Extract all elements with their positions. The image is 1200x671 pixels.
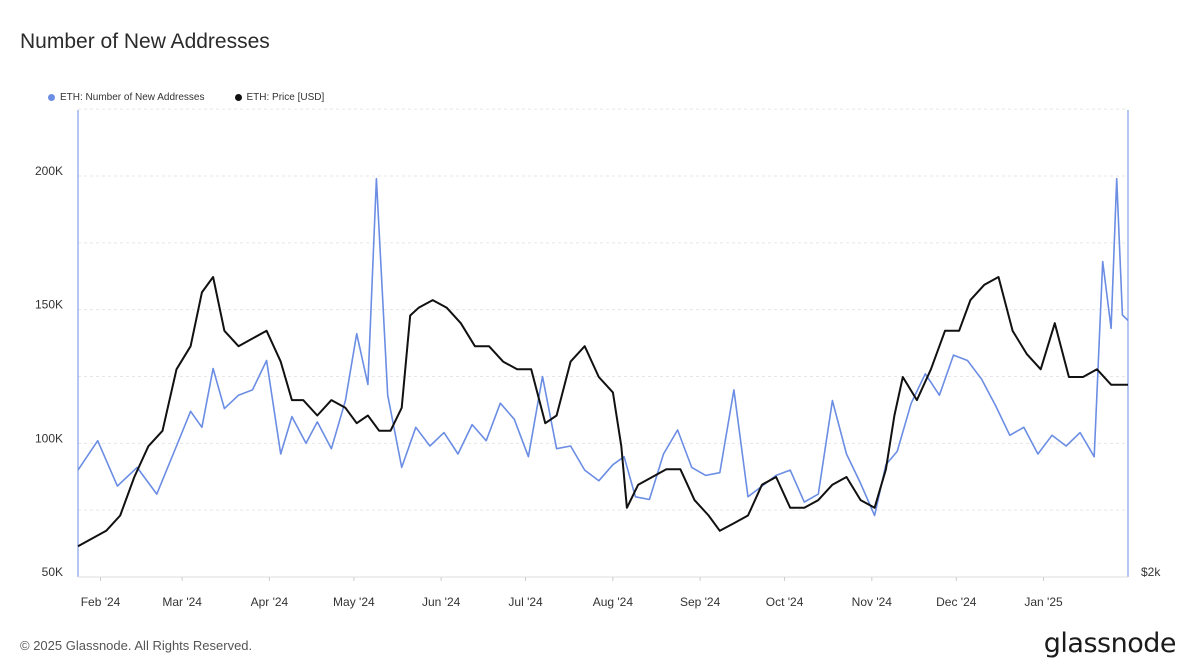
series-line-new-addresses [78,179,1128,516]
x-tick-label-4: Jun '24 [422,595,461,609]
x-tick-label-6: Aug '24 [593,595,634,609]
y-tick-label-0: 50K [42,565,63,579]
x-tick-label-8: Oct '24 [766,595,804,609]
series-line-price [78,277,1128,546]
x-tick-label-1: Mar '24 [162,595,202,609]
x-tick-label-5: Jul '24 [508,595,543,609]
x-tick-label-11: Jan '25 [1024,595,1063,609]
y-tick-label-3: 200K [35,164,63,178]
x-tick-label-9: Nov '24 [852,595,893,609]
x-tick-label-2: Apr '24 [251,595,289,609]
y-tick-label-1: 100K [35,431,63,445]
y-right-tick-label-0: $2k [1141,565,1161,579]
glassnode-logo: glassnode [1044,628,1176,659]
x-tick-label-0: Feb '24 [81,595,121,609]
x-tick-label-3: May '24 [333,595,375,609]
x-tick-label-10: Dec '24 [936,595,977,609]
copyright-text: © 2025 Glassnode. All Rights Reserved. [20,638,252,653]
y-tick-label-2: 150K [35,298,63,312]
x-tick-label-7: Sep '24 [680,595,721,609]
